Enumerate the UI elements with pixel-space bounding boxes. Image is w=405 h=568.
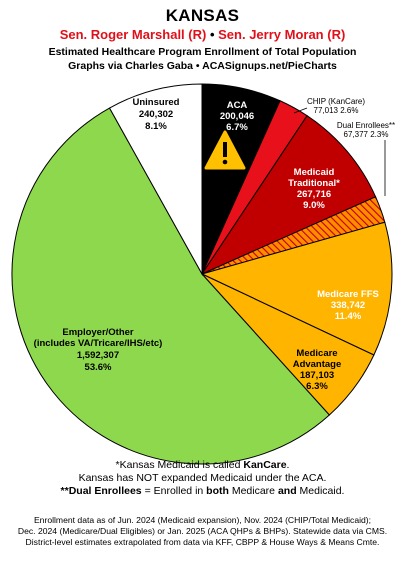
ma-label-1: Medicare (296, 348, 337, 359)
footer: Enrollment data as of Jun. 2024 (Medicai… (0, 515, 405, 548)
notes: *Kansas Medicaid is called KanCare. Kans… (0, 459, 405, 498)
medicaid-value: 267,716 (297, 189, 331, 200)
ma-label-2: Advantage (293, 359, 342, 370)
aca-label: ACA (227, 100, 248, 111)
employer-label-2: (includes VA/Tricare/IHS/etc) (34, 338, 163, 349)
footer-line-3: District-level estimates extrapolated fr… (25, 537, 380, 547)
uninsured-label: Uninsured (133, 97, 180, 108)
uninsured-percent: 8.1% (145, 121, 167, 132)
ffs-label: Medicare FFS (317, 289, 379, 300)
aca-value: 200,046 (220, 111, 254, 122)
pie-slice-employer-other-includes-va-tricare-ihs-etc (11, 107, 331, 465)
chip-label: CHIP (KanCare) (307, 97, 365, 106)
subtitle: Estimated Healthcare Program Enrollment … (0, 45, 405, 73)
footer-line-1: Enrollment data as of Jun. 2024 (Medicai… (33, 515, 372, 525)
senator-2: Sen. Jerry Moran (R) (218, 27, 346, 42)
ffs-percent: 11.4% (335, 311, 362, 322)
ffs-value: 338,742 (331, 300, 365, 311)
page-title: KANSAS (165, 6, 240, 25)
footer-line-2: Dec. 2024 (Medicare/Dual Eligibles) or J… (17, 526, 388, 536)
ma-percent: 6.3% (306, 381, 328, 392)
medicaid-label-2: Traditional* (288, 178, 340, 189)
note-line-1: *Kansas Medicaid is called KanCare. (115, 459, 290, 471)
warning-triangle-icon (204, 130, 246, 170)
uninsured-value: 240,302 (139, 109, 173, 120)
subtitle-line-2: Graphs via Charles Gaba • ACASignups.net… (68, 60, 337, 72)
medicaid-percent: 9.0% (303, 200, 325, 211)
pie-slice-medicaid-traditional (200, 115, 377, 276)
chip-value: 77,013 2.6% (314, 106, 359, 115)
employer-label-1: Employer/Other (62, 327, 134, 338)
pie-slice-medicare-ffs (200, 221, 393, 356)
pie-slice-uninsured (108, 83, 203, 276)
aca-percent: 6.7% (226, 122, 248, 133)
medicaid-label-1: Medicaid (294, 167, 335, 178)
employer-value: 1,592,307 (77, 350, 119, 361)
subtitle-line-1: Estimated Healthcare Program Enrollment … (48, 46, 357, 58)
employer-percent: 53.6% (85, 362, 112, 373)
dual-label: Dual Enrollees** (337, 121, 395, 130)
note-line-3: **Dual Enrollees = Enrolled in both Medi… (60, 485, 345, 497)
senators-line: Sen. Roger Marshall (R) • Sen. Jerry Mor… (0, 27, 405, 42)
chip-leader-line (293, 107, 308, 114)
note-line-2: Kansas has NOT expanded Medicaid under t… (78, 472, 327, 484)
senator-1: Sen. Roger Marshall (R) (59, 27, 207, 42)
ma-value: 187,103 (300, 370, 334, 381)
dual-value: 67,377 2.3% (344, 130, 389, 139)
bullet-separator: • (209, 27, 215, 42)
